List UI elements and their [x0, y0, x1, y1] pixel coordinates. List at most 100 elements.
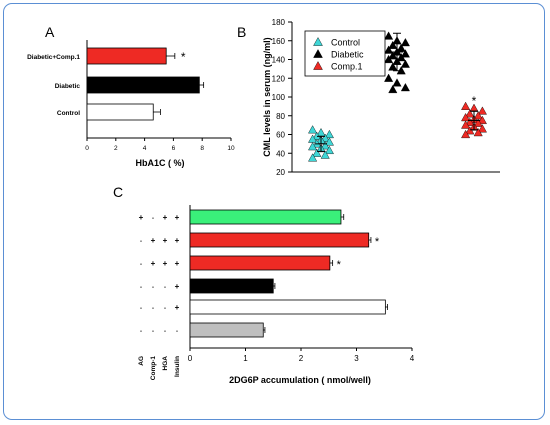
panel-c-condition-mark: +	[163, 213, 168, 222]
panel-c-condition-mark: +	[175, 213, 180, 222]
legend-marker	[313, 49, 323, 58]
panel-b-data-point	[308, 142, 318, 151]
panel-c-bar	[189, 255, 331, 271]
panel-c-condition-mark: -	[152, 329, 154, 335]
panel-c-x-tick-label: 2	[299, 354, 304, 363]
panel-label-a: A	[45, 24, 55, 40]
panel-a-category-label: Diabetic	[55, 83, 81, 90]
panel-b-chart: 20 40 60 80 100 120 140 160 180 CML levels in se…	[262, 18, 500, 177]
legend-marker	[313, 37, 323, 46]
panel-c-condition-label: Comp-1	[150, 356, 157, 381]
panel-c-condition-mark: -	[140, 306, 142, 312]
panel-b-data-point	[477, 124, 487, 133]
panel-c-condition-mark: -	[140, 262, 142, 268]
panel-b-data-point	[384, 45, 394, 54]
legend-label: Control	[331, 38, 360, 48]
panel-c-condition-mark: -	[152, 216, 154, 222]
panel-b-y-tick-label: 80	[276, 112, 285, 121]
panel-c-x-tick-label: 0	[188, 354, 193, 363]
panel-c-condition-mark: +	[163, 236, 168, 245]
panel-a-x-tick-label: 2	[114, 145, 118, 152]
panel-b-data-point	[465, 109, 475, 118]
panel-a-bar	[86, 47, 167, 65]
panel-c-bar	[189, 299, 386, 315]
panel-c-condition-mark: -	[140, 329, 142, 335]
panel-c-x-tick-label: 3	[354, 354, 359, 363]
panel-b-y-label: CML levels in serum (ng/ml)	[262, 37, 272, 156]
panel-c-x-label: 2DG6P accumulation ( nmol/well)	[229, 375, 371, 385]
panel-b-data-point	[384, 54, 394, 64]
panel-c-condition-mark: +	[175, 303, 180, 312]
panel-c-x-tick-label: 4	[410, 354, 415, 363]
panel-b-y-tick-label: 120	[272, 74, 286, 83]
panel-c-significance-star: *	[375, 236, 380, 248]
panel-b-data-point	[465, 126, 475, 135]
panel-b-data-point	[384, 73, 394, 82]
panel-b-data-point	[388, 40, 398, 49]
panel-b-data-point	[461, 120, 471, 129]
panel-a-x-label: HbA1C ( %)	[136, 158, 185, 168]
panel-b-data-point	[461, 129, 471, 139]
panel-c-condition-mark: +	[151, 259, 156, 268]
panel-c-bar	[189, 322, 264, 338]
panel-a-category-label: Diabetic+Comp.1	[27, 54, 80, 61]
panel-b-data-point	[400, 59, 410, 68]
panel-b-data-point	[465, 117, 475, 126]
panel-b-legend: Control Diabetic Comp.1	[304, 30, 386, 77]
panel-b-data-point	[320, 141, 330, 150]
panel-b-data-point	[324, 145, 334, 154]
panel-c-bar	[189, 278, 274, 294]
panel-c-condition-mark: -	[152, 285, 154, 291]
panel-b-data-point	[392, 78, 402, 87]
panel-b-y-tick-label: 140	[272, 56, 286, 65]
legend-label: Diabetic	[331, 50, 364, 60]
panel-c-condition-mark: -	[140, 285, 142, 291]
panel-c-condition-label: AG	[138, 356, 145, 366]
panel-b-y-tick-label: 180	[272, 18, 286, 27]
legend-marker	[313, 61, 323, 70]
panel-c-chart: * * 0 1 2 3 4 + - + + - + + + - + + + - - - + - - - + - - - - AG Comp…	[138, 205, 415, 385]
panel-c-condition-label: Insulin	[174, 356, 181, 377]
panel-c-condition-mark: -	[164, 306, 166, 312]
panel-b-y-tick-label: 100	[272, 93, 286, 102]
panel-b-data-point	[400, 49, 410, 58]
panel-b-data-point	[461, 101, 471, 110]
panel-b-y-tick-label: 20	[276, 168, 285, 177]
panel-a-x-tick-label: 8	[200, 145, 204, 152]
panel-c-x-tick-label: 1	[243, 354, 248, 363]
panel-c-condition-mark: +	[175, 236, 180, 245]
panel-b-data-point	[308, 125, 318, 134]
panel-a-x-tick-label: 0	[85, 145, 89, 152]
panel-a-x-tick-label: 10	[227, 145, 235, 152]
panel-c-condition-mark: +	[175, 259, 180, 268]
panel-b-data-point	[400, 38, 410, 47]
panel-b-data-point	[312, 148, 322, 157]
panel-a-bar	[86, 103, 154, 121]
panel-c-condition-mark: -	[164, 285, 166, 291]
panel-c-condition-mark: +	[163, 259, 168, 268]
panel-b-data-point	[308, 153, 318, 162]
panel-label-b: B	[237, 24, 246, 40]
panel-label-c: C	[113, 184, 123, 200]
panel-b-data-point	[473, 118, 483, 127]
panel-c-condition-mark: -	[176, 329, 178, 335]
panel-c-condition-mark: -	[140, 239, 142, 245]
panel-b-data-point	[388, 62, 398, 71]
panel-b-y-tick-label: 160	[272, 37, 286, 46]
panel-b-significance-star: *	[472, 94, 477, 108]
panel-a-x-tick-label: 4	[143, 145, 147, 152]
panel-b-y-tick-label: 60	[276, 131, 285, 140]
panel-c-significance-star: *	[337, 259, 342, 271]
panel-b-data-point	[384, 31, 394, 40]
panel-b-y-tick-label: 40	[276, 149, 285, 158]
panel-b-data-point	[388, 84, 398, 94]
panel-b-data-point	[473, 128, 483, 137]
panel-b-data-point	[396, 53, 406, 62]
panel-c-condition-mark: +	[151, 236, 156, 245]
panel-c-condition-label: HGA	[162, 356, 169, 371]
panel-b-data-point	[324, 137, 334, 146]
legend-label: Comp.1	[331, 62, 363, 72]
panel-a-category-label: Control	[57, 110, 80, 117]
